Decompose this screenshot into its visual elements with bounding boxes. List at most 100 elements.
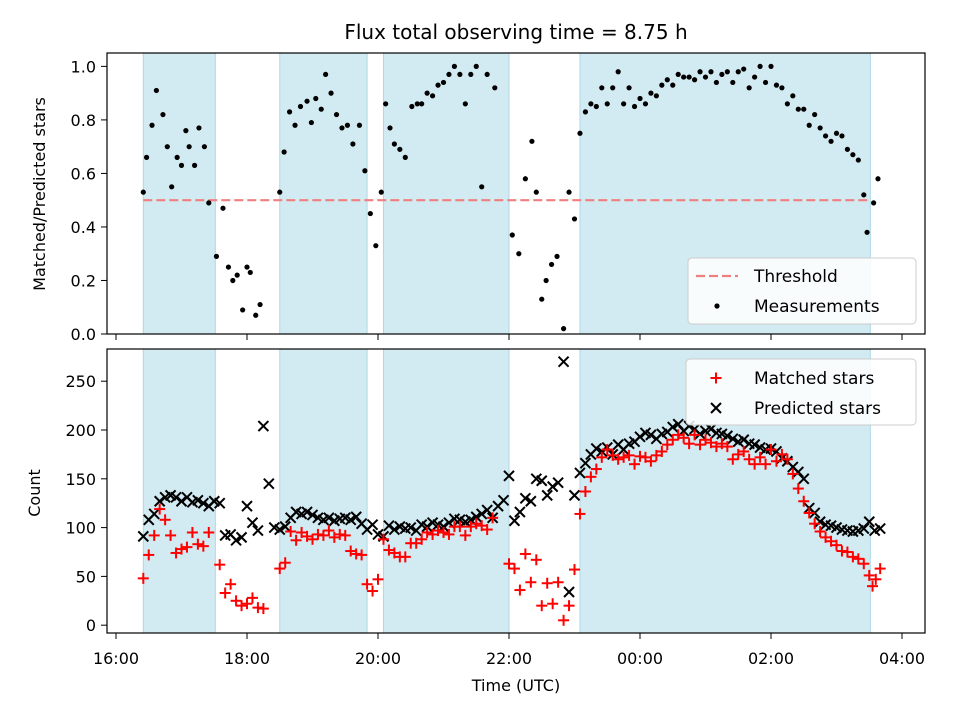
matched-star-point [192, 538, 204, 550]
measurement-point [708, 69, 714, 75]
matched-star-point [623, 449, 635, 461]
top-x-ticks [115, 334, 903, 340]
predicted-star-point [552, 476, 564, 489]
measurement-point [691, 77, 698, 83]
measurement-point [817, 125, 823, 131]
measurement-point [397, 146, 403, 152]
matched-star-point [781, 453, 793, 465]
predicted-star-point [563, 586, 575, 598]
y-tick-label: 250 [65, 372, 96, 391]
measurement-point [855, 157, 861, 163]
matched-star-point [487, 512, 499, 524]
matched-star-point [503, 558, 515, 570]
matched-star-point [661, 439, 673, 451]
matched-star-point [361, 578, 373, 590]
measurement-point [479, 184, 485, 190]
matched-legend-label: Matched stars [754, 369, 874, 389]
measurement-point [741, 66, 747, 72]
predicted-star-point [246, 517, 259, 529]
measurement-point [604, 101, 610, 107]
measurement-point [484, 71, 490, 78]
measurement-point [244, 264, 250, 270]
measurement-point [822, 133, 829, 139]
matched-star-point [689, 429, 701, 441]
matched-star-point [656, 445, 668, 457]
matched-star-point [290, 534, 302, 546]
matched-star-point [459, 529, 471, 541]
predicted-star-point [175, 495, 188, 507]
shaded-interval [142, 52, 216, 335]
measurement-point [844, 146, 851, 152]
matched-star-point [645, 455, 657, 467]
measurement-point [861, 192, 867, 198]
measurement-point [719, 71, 725, 78]
matched-star-point [738, 445, 750, 457]
x-axis-label: Time (UTC) [471, 676, 560, 695]
matched-star-point [585, 471, 597, 483]
matched-star-point [377, 533, 389, 545]
measurement-point [333, 111, 340, 118]
matched-star-point [867, 580, 879, 592]
predicted-star-point [721, 430, 734, 442]
matched-star-point [569, 564, 580, 576]
predicted-star-point [481, 504, 493, 516]
measurement-point [571, 216, 578, 222]
matched-star-point [356, 549, 368, 561]
predicted-star-point [192, 494, 204, 506]
y-tick-label: 0.8 [71, 111, 96, 130]
matched-star-point [481, 524, 493, 536]
matched-star-point [749, 458, 761, 470]
top-legend: Threshold Measurements [687, 257, 917, 325]
measurement-point [762, 79, 769, 86]
measurement-point [350, 141, 356, 147]
matched-star-point [847, 551, 859, 563]
measurement-point [593, 103, 599, 110]
matched-star-point [197, 540, 209, 552]
predicted-star-point [470, 511, 482, 523]
shaded-interval [279, 348, 368, 634]
predicted-star-point [503, 470, 515, 482]
predicted-star-point [519, 492, 532, 505]
matched-star-point [601, 444, 613, 456]
measurement-point [402, 154, 408, 160]
measurement-point [409, 103, 415, 110]
measurement-point [582, 109, 589, 115]
matched-star-point [841, 546, 853, 558]
predicted-star-point [279, 520, 291, 533]
measurement-point [362, 168, 368, 174]
measurement-point [543, 277, 549, 284]
measurement-point [451, 63, 458, 69]
y-tick-label: 0.2 [71, 271, 96, 290]
y-tick-label: 0.6 [71, 164, 96, 183]
matched-star-point [317, 529, 329, 541]
measurement-point [308, 119, 315, 126]
predicted-star-point [568, 489, 581, 502]
measurement-point [626, 85, 632, 91]
measurement-point [664, 77, 670, 83]
matched-star-point [552, 576, 564, 588]
x-tick-label: 22:00 [486, 649, 532, 668]
y-tick-label: 50 [76, 567, 96, 586]
predicted-star-point [476, 508, 488, 520]
ratio-panel: 0.0 0.2 0.4 0.6 0.8 1.0 Matched/Predicted sta… [30, 52, 926, 344]
matched-star-point [765, 444, 777, 456]
matched-star-point [563, 600, 575, 612]
matched-legend-swatch [710, 372, 722, 384]
matched-star-point [323, 525, 335, 537]
predicted-star-point [874, 522, 886, 535]
bottom-x-ticks: 16:00 18:00 20:00 22:00 00:00 02:00 04:00 [93, 633, 925, 668]
measurement-point [828, 138, 834, 144]
measurement-point [323, 71, 329, 78]
measurement-point [615, 69, 621, 75]
measurement-point [588, 101, 594, 107]
chart-title: Flux total observing time = 8.75 h [344, 20, 687, 44]
measurement-point [670, 82, 676, 88]
matched-star-point [852, 553, 864, 565]
matched-star-point [143, 549, 155, 561]
matched-star-point [547, 598, 559, 610]
y-tick-label: 0.0 [71, 325, 96, 344]
measurement-point [522, 176, 528, 182]
matched-star-point [831, 539, 842, 551]
measurement-point [373, 243, 379, 249]
